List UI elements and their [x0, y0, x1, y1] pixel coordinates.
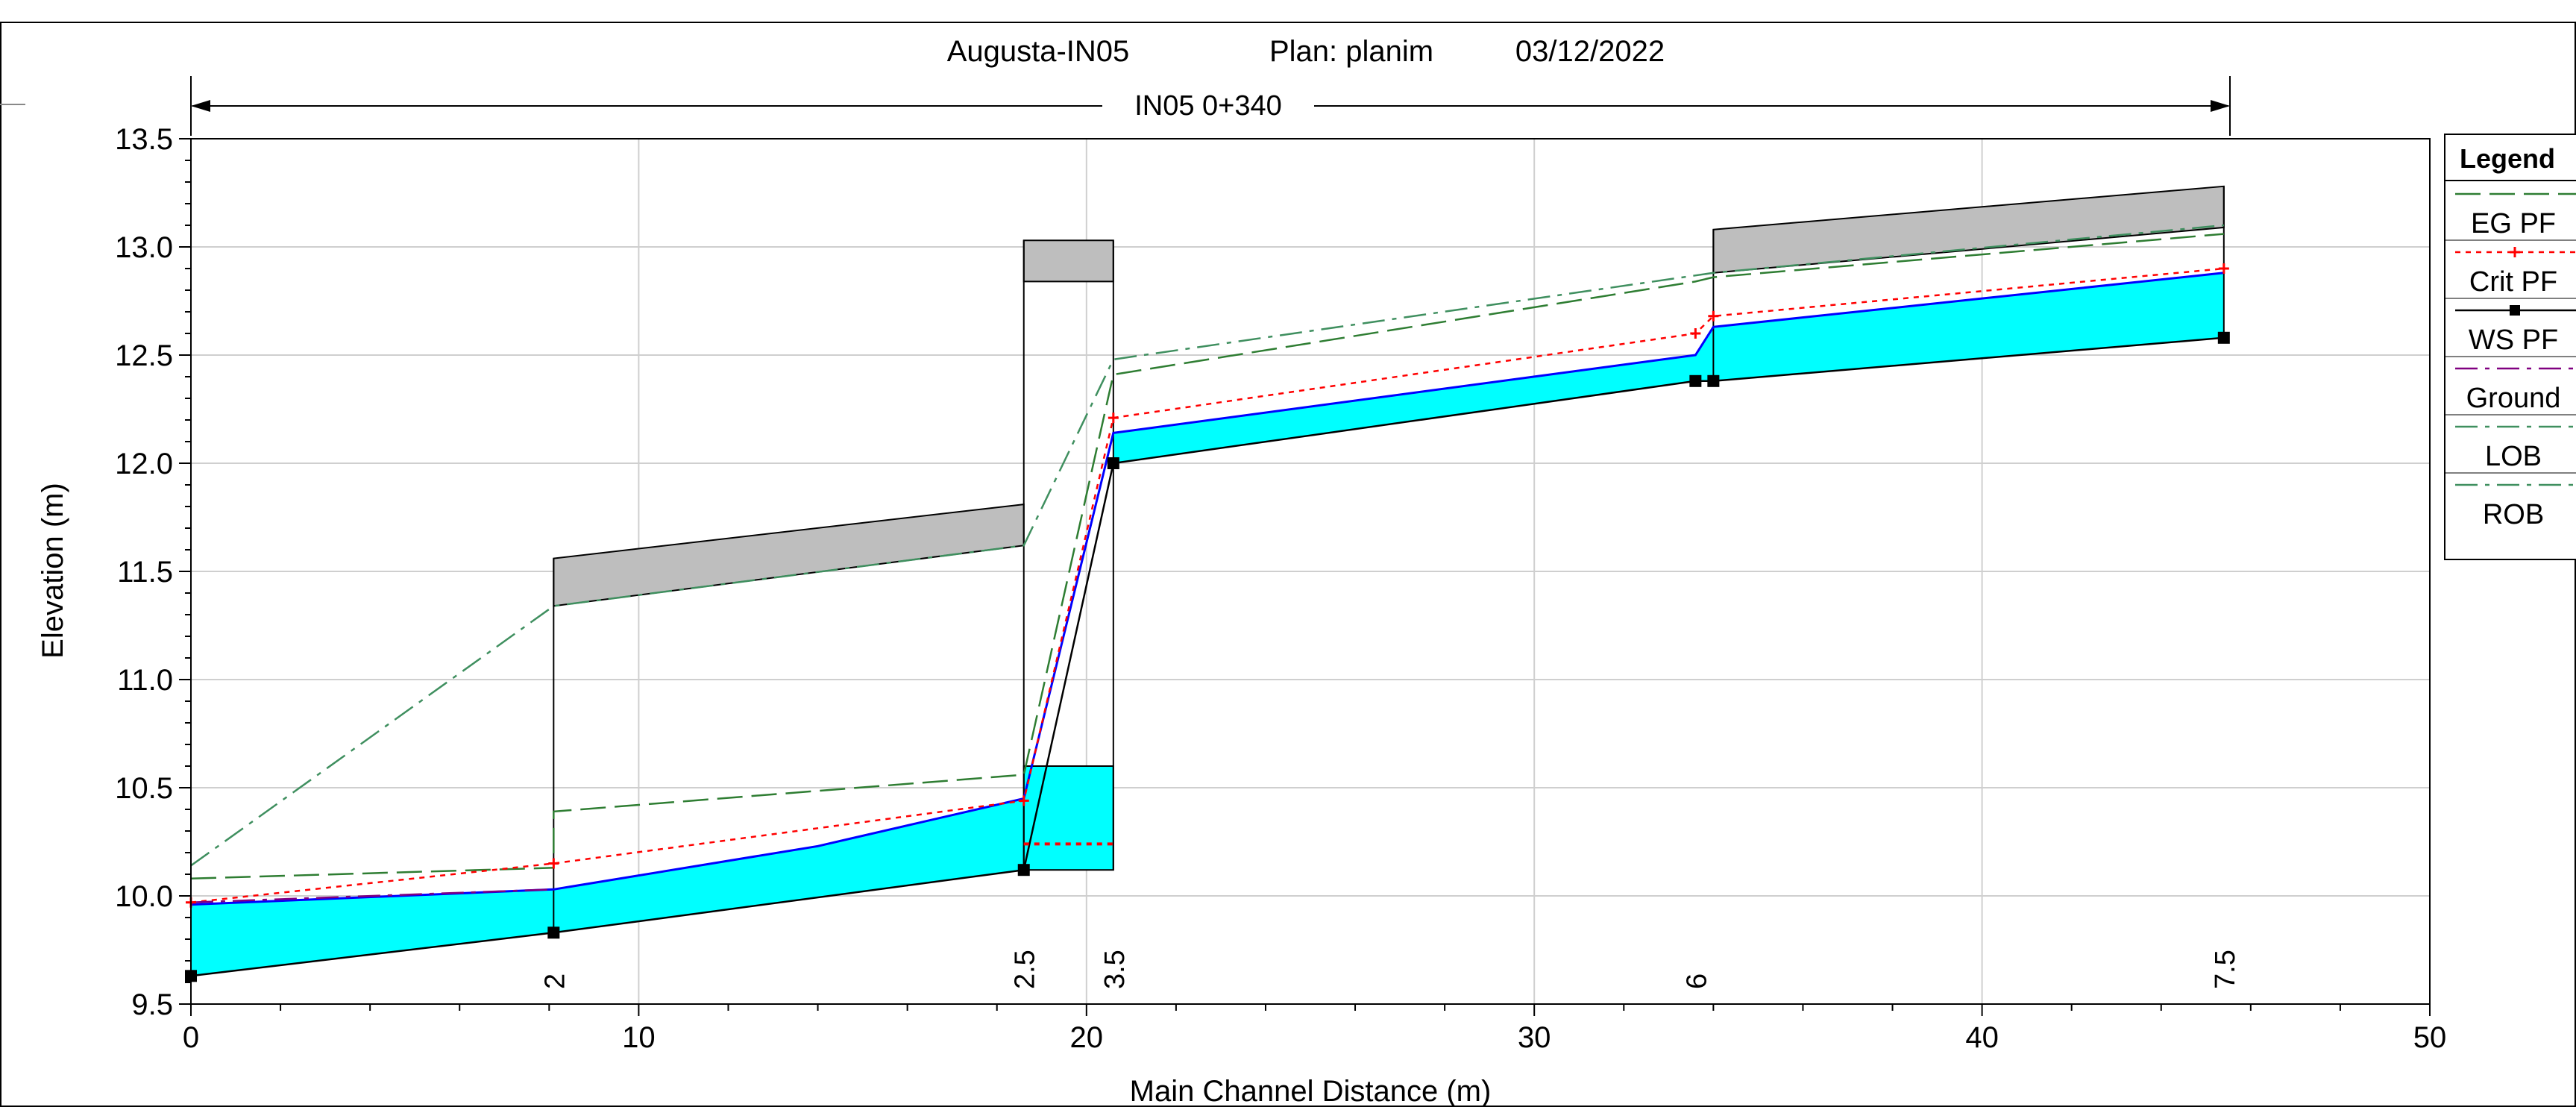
series-line-rob	[190, 224, 2224, 867]
reach-label: IN05 0+340	[1134, 90, 1282, 122]
culvert-deck-layer	[553, 185, 2225, 607]
ground-marker	[547, 926, 560, 939]
x-tick-label: 40	[1965, 1021, 1999, 1054]
ground-marker	[1689, 374, 1702, 387]
legend-box	[2444, 134, 2576, 560]
y-axis-label: Elevation (m)	[37, 483, 69, 659]
window-frame	[0, 22, 2576, 1107]
y-tick-label: 10.0	[115, 880, 173, 913]
y-tick-label: 10.5	[115, 772, 173, 805]
y-tick-label: 13.5	[115, 123, 173, 156]
x-tick-label: 20	[1070, 1021, 1104, 1054]
ground-marker	[2217, 331, 2230, 344]
x-axis-label: Main Channel Distance (m)	[1130, 1075, 1492, 1107]
legend-label: Ground	[2466, 383, 2561, 414]
station-label: 6	[1681, 973, 1712, 989]
crit-marker	[2218, 263, 2229, 274]
chart-title-project: Augusta-IN05	[947, 35, 1130, 68]
legend-label: LOB	[2485, 441, 2542, 472]
station-label: 7.5	[2210, 950, 2241, 989]
water-fill	[191, 798, 1024, 976]
crit-marker	[548, 858, 559, 869]
crit-marker	[1690, 328, 1701, 339]
crit-marker	[1108, 413, 1119, 424]
reach-label-bg	[1102, 90, 1314, 122]
x-tick-label: 30	[1518, 1021, 1551, 1054]
legend-label: WS PF	[2469, 324, 2558, 356]
legend-title: Legend	[2460, 143, 2555, 174]
ground-marker	[1107, 457, 1119, 469]
y-tick-label: 13.0	[115, 231, 173, 264]
culvert-water-fill	[1022, 765, 1114, 871]
culvert-deck	[1712, 185, 2225, 274]
y-tick-label: 9.5	[131, 988, 173, 1021]
water-fill	[1113, 272, 2224, 463]
ground-marker	[1017, 864, 1030, 876]
chart-title-plan: Plan: planim	[1269, 35, 1433, 68]
legend: Legend EG PF Crit PF WS PF Ground LOB ROB	[2444, 134, 2576, 560]
y-tick-label: 11.5	[117, 556, 173, 589]
tick-layer: 0 10 20 30 40 50 9.5 10.0 10.5 11.0 11.5 12.0 12.5 13…	[115, 123, 2446, 1054]
x-tick-label: 0	[183, 1021, 199, 1054]
marker-layer	[185, 263, 2230, 982]
legend-marker	[2510, 247, 2520, 257]
series-line-lob	[190, 888, 554, 903]
legend-label: Crit PF	[2469, 266, 2557, 298]
crit-marker	[1018, 795, 1029, 806]
ground-marker	[1707, 374, 1720, 387]
series-line-ws-pf	[190, 272, 2224, 906]
station-label: 3.5	[1099, 950, 1131, 989]
legend-marker	[2510, 305, 2520, 316]
series-layer	[190, 186, 2225, 977]
x-tick-label: 50	[2413, 1021, 2447, 1054]
x-tick-label: 10	[622, 1021, 656, 1054]
y-tick-label: 11.0	[117, 664, 173, 697]
legend-label: ROB	[2483, 499, 2544, 530]
legend-label: EG PF	[2471, 208, 2556, 239]
y-tick-label: 12.0	[115, 448, 173, 480]
station-label: 2.5	[1010, 950, 1041, 989]
crit-marker	[1708, 310, 1719, 322]
series-line-eg-pf	[190, 233, 2224, 880]
chart-title-date: 03/12/2022	[1515, 35, 1665, 68]
station-label-layer: 2 2.5 3.5 6 7.5	[539, 950, 2240, 989]
y-tick-label: 12.5	[115, 339, 173, 372]
station-label: 2	[539, 973, 571, 989]
culvert-deck	[1022, 239, 1114, 283]
grid-layer	[190, 138, 2431, 1005]
water-fill-layer	[191, 272, 2224, 976]
